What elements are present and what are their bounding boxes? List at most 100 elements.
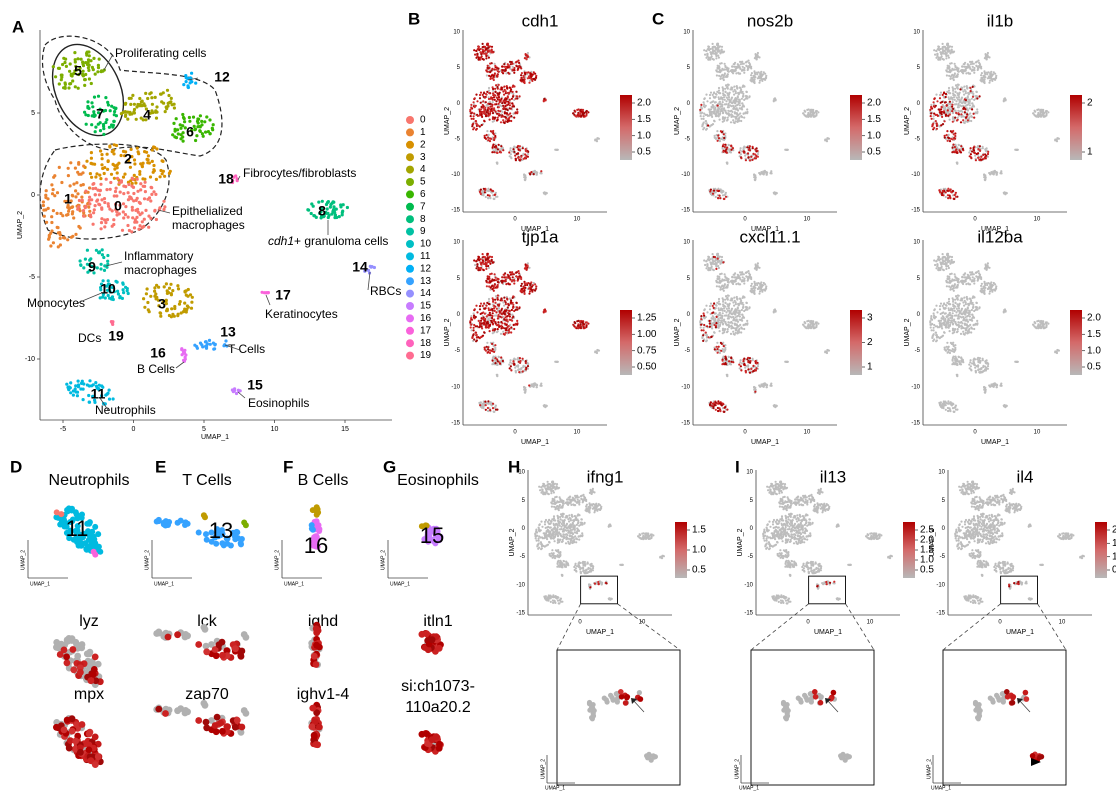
expr-dot [712,189,716,192]
cell-dot [163,174,167,178]
cell-dot [82,164,86,168]
cell-dot [103,108,108,113]
cell-dot [167,286,172,290]
cell-dot [101,295,105,299]
expr-dot [486,42,489,45]
cell-dot [160,172,164,176]
cell-dot [158,175,162,179]
cell-dot [104,96,108,100]
cell-dot [720,45,724,48]
cell-dot [88,195,92,199]
cell-dot [718,70,722,73]
cell-dot [134,117,138,121]
cell-dot [702,122,705,125]
cell-dot [505,72,508,75]
expr-dot [724,143,727,146]
axis-title: UMAP_1 [751,439,779,446]
cell-dot [772,191,775,194]
cell-dot [988,56,991,59]
cluster-label: 16 [150,345,166,361]
cell-dot [526,152,530,156]
expr-dot [481,48,484,52]
expr-dot [583,327,586,330]
expr-dot [968,155,971,158]
colorbar-label: 1.5 [637,114,651,125]
cell-dot [947,54,950,57]
cell-dot [90,198,94,202]
expr-dot [518,371,521,374]
expr-dot [719,197,722,200]
cell-dot [106,293,110,298]
expr-dot [474,315,477,319]
cluster-label: 6 [186,124,194,140]
expr-dot [506,108,509,112]
expr-dot [487,97,491,101]
cell-dot [999,172,1002,175]
cell-dot [992,172,995,175]
cell-dot [150,159,154,163]
cell-dot [234,174,238,178]
cell-dot [755,57,758,60]
expr-dot [951,120,954,123]
cell-dot [718,118,721,121]
cell-dot [169,292,173,296]
cell-dot [114,202,118,206]
expr-dot [936,100,939,103]
cell-dot [77,384,81,388]
cell-dot [699,115,702,118]
cell-dot [104,177,108,181]
expr-dot [485,315,488,318]
expr-dot [483,346,486,349]
colorbar-label: 0.5 [867,147,881,158]
cell-dot [95,266,99,270]
cell-dot [948,45,952,48]
cluster-label: 4 [143,107,151,123]
legend-swatch [406,227,414,236]
cell-dot [59,78,63,82]
expr-dot [524,361,527,365]
cell-dot [736,63,739,66]
cell-dot [108,207,112,211]
expr-dot [483,191,486,194]
cell-dot [487,86,491,90]
cell-dot [63,60,67,65]
cell-dot [1034,110,1037,113]
cell-dot [804,114,807,117]
cell-dot [120,228,125,232]
legend-label: 0 [420,115,426,126]
cell-dot [762,71,765,74]
expr-dot [471,336,474,339]
cell-dot [495,373,498,376]
expr-dot [496,296,499,300]
cell-dot [953,98,956,101]
cell-dot [764,76,768,79]
cell-dot [89,81,93,86]
cell-dot [936,52,939,56]
cell-dot [706,263,709,266]
cell-dot [138,172,142,176]
cell-dot [93,193,97,197]
cell-dot [96,66,101,70]
expr-dot [479,188,482,191]
cell-dot [716,252,719,255]
cell-dot [86,66,90,70]
expr-dot [487,325,490,328]
cell-dot [97,251,101,255]
cell-dot [740,106,743,110]
cell-dot [497,355,500,358]
cell-dot [193,343,197,347]
expr-dot [945,133,948,137]
y-tick-label: 0 [687,101,691,107]
cell-dot [935,56,938,59]
expr-dot [513,282,516,285]
cell-dot [75,181,79,185]
x-tick-label: 15 [341,426,349,433]
expr-dot [942,92,946,95]
axis-title: UMAP_2 [674,318,681,346]
expr-dot [485,57,488,60]
expr-dot [473,126,476,129]
cell-dot [752,74,755,77]
cell-dot [319,216,323,220]
expr-dot [982,157,985,160]
cell-dot [50,215,54,219]
